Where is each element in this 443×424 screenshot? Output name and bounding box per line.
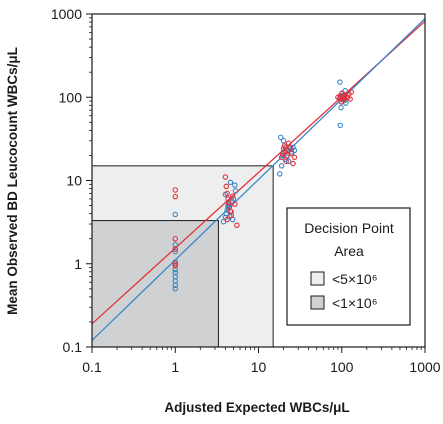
data-point-series-1 <box>224 216 230 223</box>
y-axis-title: Mean Observed BD Leucocount WBCs/μL <box>5 47 20 315</box>
data-point-series-1 <box>234 222 240 229</box>
data-point-series-0 <box>280 138 287 144</box>
data-point-series-0 <box>338 104 344 111</box>
data-point-series-1 <box>172 193 179 200</box>
data-point-series-1 <box>172 235 179 242</box>
data-point-series-1 <box>228 212 234 219</box>
legend-label-1e6: <1×10⁶ <box>332 295 377 311</box>
data-point-series-1 <box>348 89 354 95</box>
data-point-series-1 <box>226 200 232 206</box>
data-point-series-0 <box>172 211 179 218</box>
data-point-series-0 <box>278 163 285 169</box>
legend-title-line1: Decision Point <box>304 220 394 236</box>
data-points <box>172 79 354 292</box>
data-point-series-0 <box>290 144 296 151</box>
y-tick-label: 10 <box>66 173 82 189</box>
legend-title-line2: Area <box>334 243 364 259</box>
x-tick-label: 10 <box>251 359 267 375</box>
data-point-series-0 <box>277 171 283 177</box>
x-tick-label: 0.1 <box>82 359 102 375</box>
y-tick-label: 0.1 <box>63 339 83 355</box>
data-point-series-0 <box>277 134 284 141</box>
data-point-series-1 <box>229 193 236 199</box>
data-point-series-0 <box>172 286 179 292</box>
fit-line-1 <box>91 18 426 341</box>
data-point-series-0 <box>172 248 179 255</box>
data-point-series-0 <box>232 182 238 188</box>
legend: Decision Point Area <5×10⁶ <1×10⁶ <box>286 207 411 326</box>
data-point-series-1 <box>281 143 288 149</box>
y-tick-label: 1000 <box>51 6 82 22</box>
data-point-series-1 <box>172 262 179 269</box>
data-point-series-0 <box>232 188 239 194</box>
data-point-series-1 <box>223 183 230 190</box>
data-point-series-0 <box>227 179 234 186</box>
data-point-series-0 <box>337 79 343 85</box>
data-point-series-1 <box>347 96 353 102</box>
legend-swatch-1e6 <box>310 295 325 310</box>
data-point-series-1 <box>222 174 229 180</box>
data-point-series-0 <box>223 210 230 217</box>
legend-swatch-5e6 <box>310 271 325 286</box>
data-point-series-1 <box>172 246 179 252</box>
data-point-series-1 <box>288 150 295 157</box>
y-tick-label: 1 <box>74 256 82 272</box>
data-point-series-1 <box>232 201 238 207</box>
data-point-series-1 <box>172 187 179 193</box>
data-point-series-1 <box>290 160 296 167</box>
data-point-series-0 <box>228 209 234 215</box>
x-tick-label: 1000 <box>409 359 440 375</box>
data-point-series-1 <box>284 152 290 159</box>
data-point-series-0 <box>291 147 298 154</box>
axis-ticks: 0.1 1 10 100 1000 0.1 1 10 100 1000 <box>51 6 441 375</box>
data-point-series-1 <box>172 260 179 267</box>
data-point-series-0 <box>337 122 344 129</box>
legend-box <box>286 207 411 326</box>
y-tick-label: 100 <box>59 89 83 105</box>
data-point-series-0 <box>172 259 179 265</box>
data-point-series-1 <box>283 158 289 165</box>
x-tick-label: 1 <box>171 359 179 375</box>
data-point-series-0 <box>230 196 237 202</box>
decision-areas <box>91 165 274 348</box>
data-point-series-0 <box>172 269 179 276</box>
fit-lines <box>91 18 426 341</box>
x-tick-label: 100 <box>330 359 354 375</box>
data-point-series-1 <box>278 154 285 161</box>
data-point-series-1 <box>287 144 293 151</box>
legend-label-5e6: <5×10⁶ <box>332 271 377 287</box>
data-point-series-1 <box>224 190 230 197</box>
data-point-series-1 <box>291 154 298 161</box>
decision-area-1 <box>91 220 219 348</box>
x-axis-title: Adjusted Expected WBCs/μL <box>164 400 349 415</box>
